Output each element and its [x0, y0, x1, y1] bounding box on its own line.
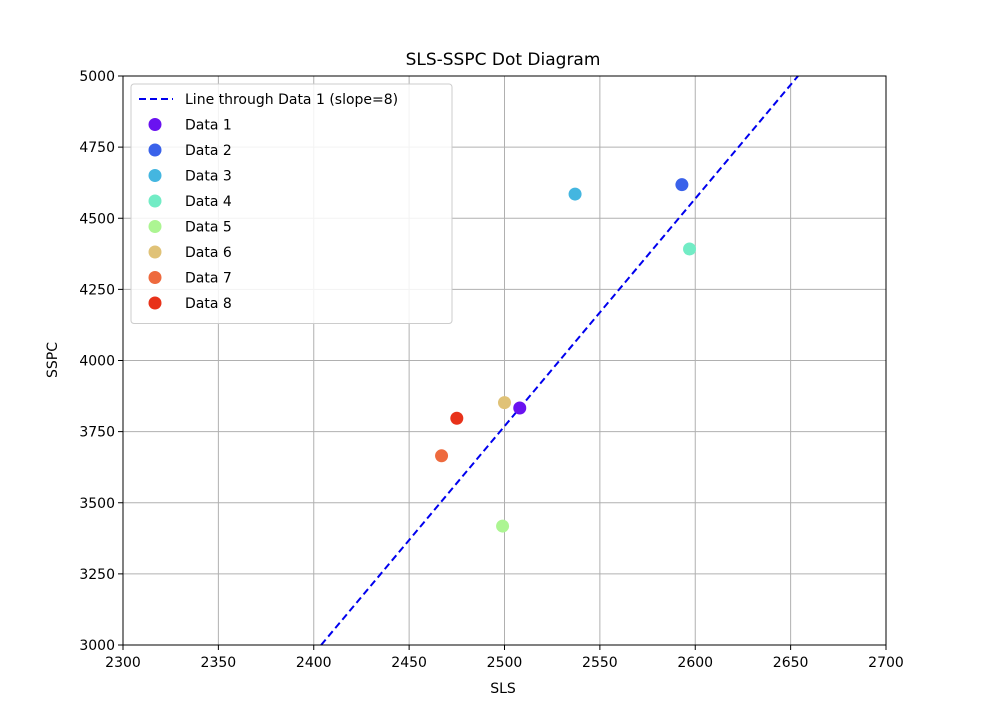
- data-point-data-5: [496, 519, 510, 533]
- legend-label: Data 6: [185, 245, 232, 261]
- legend-label: Data 2: [185, 143, 232, 159]
- legend-marker: [148, 143, 162, 157]
- data-point-data-1: [513, 401, 527, 415]
- x-tick-label: 2700: [868, 655, 904, 671]
- x-tick-label: 2650: [773, 655, 809, 671]
- data-point-data-3: [568, 187, 582, 201]
- y-tick-label: 4500: [79, 211, 115, 227]
- y-tick-label: 3500: [79, 496, 115, 512]
- y-axis-label: SSPC: [45, 342, 61, 378]
- x-tick-label: 2600: [677, 655, 713, 671]
- data-point-data-6: [498, 396, 511, 410]
- data-points: [435, 178, 697, 533]
- y-tick-label: 4000: [79, 354, 115, 370]
- x-axis-ticks: 2300 2350 2400 2450 2500 2550 2600 2650 2700: [105, 645, 904, 671]
- data-point-data-2: [675, 178, 689, 192]
- legend-label: Data 8: [185, 296, 232, 312]
- legend-label-line: Line through Data 1 (slope=8): [185, 92, 398, 108]
- x-tick-label: 2350: [201, 655, 237, 671]
- data-point-data-4: [683, 242, 697, 256]
- legend-label: Data 3: [185, 169, 232, 185]
- y-tick-label: 3250: [79, 567, 115, 583]
- legend-marker: [148, 296, 162, 310]
- y-tick-label: 4750: [79, 140, 115, 156]
- legend-marker: [148, 169, 162, 182]
- x-tick-label: 2400: [296, 655, 332, 671]
- x-tick-label: 2500: [487, 655, 523, 671]
- legend-label: Data 5: [185, 220, 232, 236]
- data-point-data-8: [450, 411, 464, 425]
- legend-marker: [148, 194, 162, 208]
- legend-box: [130, 83, 453, 324]
- data-point-data-7: [435, 449, 449, 463]
- legend-label: Data 1: [185, 118, 232, 134]
- x-axis-label: SLS: [490, 681, 516, 697]
- legend-marker: [148, 220, 162, 233]
- legend-label: Data 4: [185, 194, 232, 210]
- x-tick-label: 2300: [105, 655, 141, 671]
- legend: Line through Data 1 (slope=8) Data 1 Data …: [130, 83, 453, 324]
- x-tick-label: 2550: [582, 655, 618, 671]
- chart-title: SLS-SSPC Dot Diagram: [406, 50, 601, 70]
- legend-marker: [148, 271, 162, 284]
- reference-line: [320, 75, 799, 646]
- y-tick-label: 4250: [79, 282, 115, 298]
- y-tick-label: 3000: [79, 638, 115, 654]
- y-axis-ticks: 3000 3250 3500 3750 4000 4250 4500 4750 5000: [79, 69, 123, 654]
- y-tick-label: 5000: [79, 69, 115, 85]
- x-tick-label: 2450: [391, 655, 427, 671]
- legend-marker: [148, 245, 162, 259]
- reference-line-layer: [320, 75, 799, 646]
- legend-marker: [148, 118, 162, 131]
- legend-label: Data 7: [185, 271, 232, 287]
- y-tick-label: 3750: [79, 425, 115, 441]
